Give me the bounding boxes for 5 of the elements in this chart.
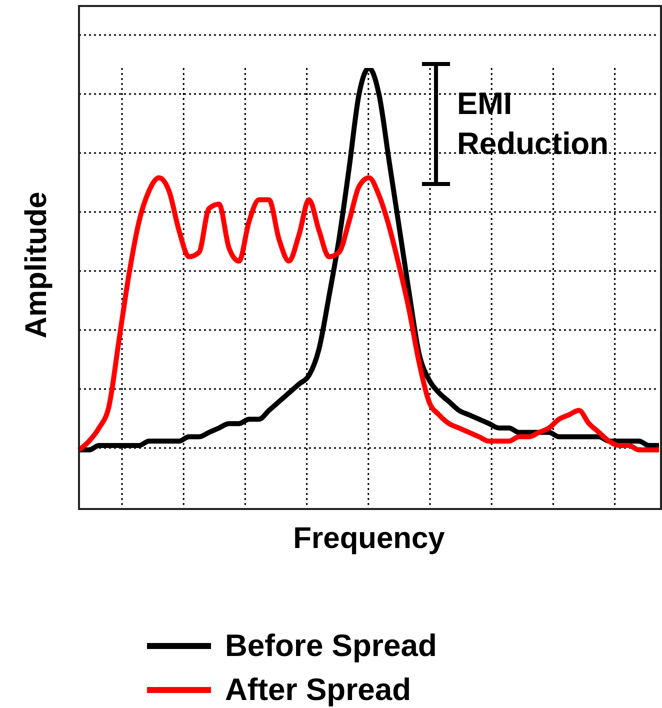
legend-label: Before Spread bbox=[225, 628, 437, 664]
y-axis-title: Amplitude bbox=[20, 192, 54, 338]
legend-label: After Spread bbox=[225, 672, 412, 708]
annotation: EMI Reduction bbox=[457, 85, 610, 163]
x-axis-title: Frequency bbox=[292, 522, 446, 556]
